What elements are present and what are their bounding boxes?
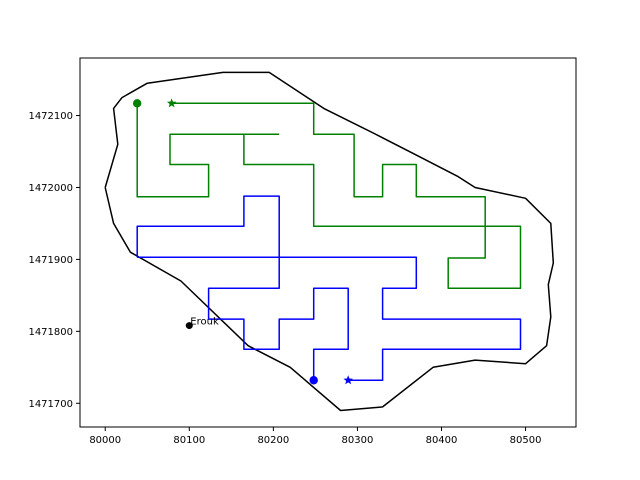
x-tick-label-0: 80000 (89, 435, 121, 446)
marker-circle-0 (132, 99, 142, 108)
series-line-4 (137, 256, 522, 381)
series-layer (104, 71, 555, 412)
marker-star-1 (166, 98, 177, 108)
plot-frame (79, 57, 577, 428)
marker-star-3 (343, 375, 353, 385)
x-axis: 80000 80100 80200 80300 80400 80500 (89, 427, 541, 446)
x-tick-label-4: 80400 (426, 435, 458, 446)
series-line-3 (136, 195, 349, 381)
marker-circle-2 (309, 376, 318, 385)
x-tick-label-3: 80300 (342, 435, 374, 446)
y-tick-label-4: 1472100 (28, 111, 73, 122)
annotation-layer: Erouk (190, 317, 219, 328)
y-tick-label-2: 1471900 (28, 255, 73, 266)
x-tick-label-1: 80100 (173, 435, 205, 446)
x-tick-label-5: 80500 (510, 435, 542, 446)
plot-background (80, 58, 576, 427)
series-line-0 (104, 71, 555, 412)
marker-circle-4 (185, 322, 193, 330)
series-line-1 (136, 103, 280, 198)
y-tick-label-1: 1471800 (28, 327, 73, 338)
annotation-label-0: Erouk (190, 317, 219, 328)
y-axis: 1471700 1471800 1471900 1472000 1472100 (28, 111, 80, 410)
series-line-2 (171, 102, 522, 289)
marker-layer (132, 98, 353, 385)
y-tick-label-3: 1472000 (28, 183, 73, 194)
x-tick-label-2: 80200 (257, 435, 289, 446)
y-tick-label-0: 1471700 (28, 399, 73, 410)
